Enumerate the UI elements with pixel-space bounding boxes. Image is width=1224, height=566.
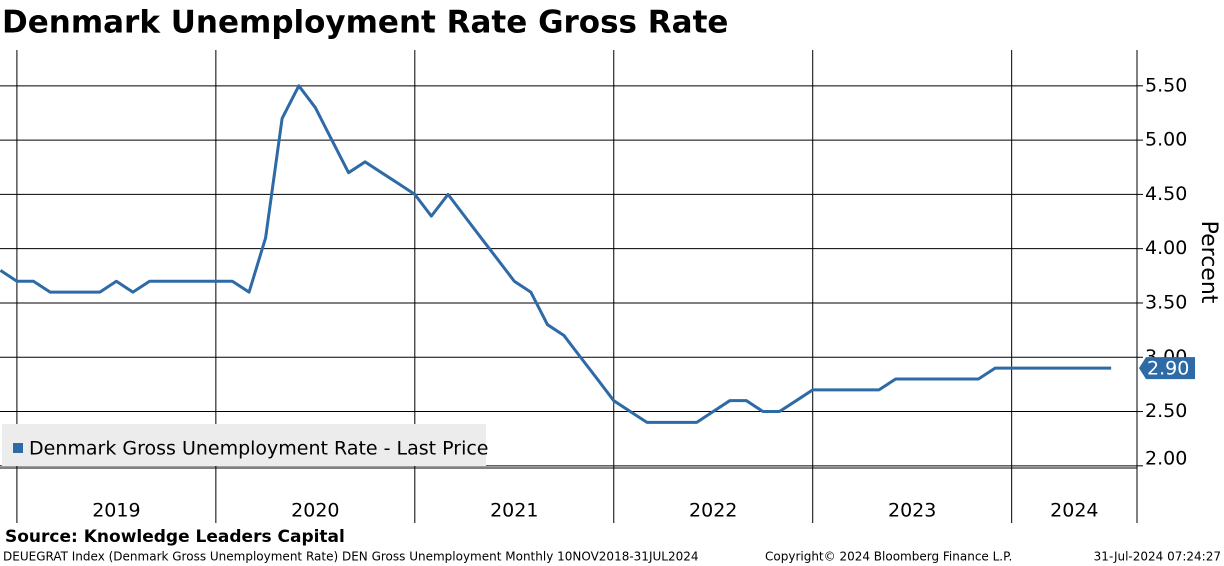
- line-series: [0, 84, 1112, 424]
- y-tick-label: 2.50: [1145, 400, 1187, 422]
- legend-box: [2, 424, 486, 466]
- y-tick-label: 4.00: [1145, 237, 1187, 259]
- x-tick-label: 2020: [291, 500, 339, 522]
- y-tick-label: 5.50: [1145, 74, 1187, 96]
- x-tick-label: 2019: [92, 500, 140, 522]
- footer-left: DEUEGRAT Index (Denmark Gross Unemployme…: [3, 550, 698, 564]
- source: Source: Knowledge Leaders Capital: [5, 527, 345, 547]
- x-tick-label: 2022: [689, 500, 737, 522]
- x-tick-label: 2023: [888, 500, 936, 522]
- last-price-box: [1139, 357, 1195, 380]
- y-tick-label: 3.50: [1145, 291, 1187, 313]
- y-tick-label: 5.00: [1145, 129, 1187, 151]
- legend-swatch: [13, 443, 23, 453]
- y-axis-label: Percent: [1196, 221, 1221, 304]
- y-tick-label: 4.50: [1145, 183, 1187, 205]
- x-tick-label: 2021: [490, 500, 538, 522]
- footer-center: Copyright© 2024 Bloomberg Finance L.P.: [765, 550, 1012, 564]
- y-tick-label: 2.00: [1145, 448, 1187, 470]
- legend-label: Denmark Gross Unemployment Rate - Last P…: [29, 438, 489, 460]
- x-tick-label: 2024: [1050, 500, 1098, 522]
- footer-right: 31-Jul-2024 07:24:27: [1094, 550, 1221, 564]
- chart-title: Denmark Unemployment Rate Gross Rate: [2, 5, 728, 41]
- last-price-label: 2.90: [1147, 358, 1189, 380]
